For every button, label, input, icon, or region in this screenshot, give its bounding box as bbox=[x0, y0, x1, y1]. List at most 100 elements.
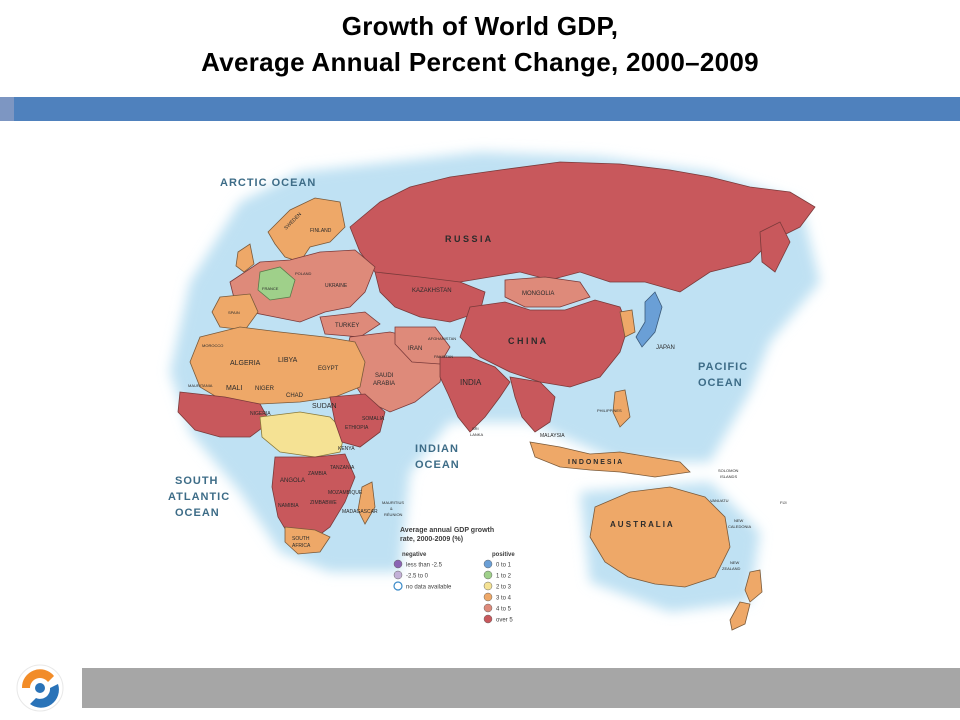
atlantic-ocean-label-1: SOUTH bbox=[175, 475, 219, 487]
sri-lanka-label-1: SRI bbox=[472, 426, 479, 431]
finland-label: FINLAND bbox=[310, 228, 332, 234]
korea-shape bbox=[619, 309, 636, 338]
north-africa-shape bbox=[189, 326, 366, 405]
legend-negative-swatch-2 bbox=[393, 581, 403, 591]
ethiopia-label: ETHIOPIA bbox=[345, 425, 369, 431]
iran-label: IRAN bbox=[408, 346, 422, 352]
title-line-2: Average Annual Percent Change, 2000–2009 bbox=[201, 47, 759, 77]
china-label: C H I N A bbox=[508, 336, 547, 346]
saudi-arabia-label-1: SAUDI bbox=[375, 373, 394, 379]
india-label: INDIA bbox=[460, 378, 482, 387]
new-zealand-shape bbox=[744, 569, 763, 603]
footer-bar bbox=[82, 668, 960, 708]
mongolia-label: MONGOLIA bbox=[522, 291, 554, 297]
saudi-arabia-label-2: ARABIA bbox=[373, 381, 395, 387]
sudan-label: SUDAN bbox=[312, 403, 337, 410]
atlantic-ocean-label-2: ATLANTIC bbox=[168, 491, 230, 503]
china-shape bbox=[459, 299, 629, 388]
west-africa-shape bbox=[177, 391, 271, 438]
western-europe-shape bbox=[257, 266, 296, 301]
legend-positive-heading: positive bbox=[492, 552, 515, 558]
russia-label: R U S S I A bbox=[445, 234, 492, 244]
publisher-logo-icon bbox=[16, 664, 64, 712]
kazakhstan-label: KAZAKHSTAN bbox=[412, 288, 452, 294]
world-gdp-growth-map: ARCTIC OCEAN PACIFIC OCEAN INDIAN OCEAN … bbox=[168, 152, 820, 631]
mauritania-label: MAURITANIA bbox=[188, 383, 213, 388]
mali-label: MALI bbox=[226, 385, 242, 392]
legend-positive-label-0: 0 to 1 bbox=[496, 563, 512, 569]
legend-negative-label-2: no data available bbox=[406, 585, 452, 591]
new-caledonia-label-1: NEW bbox=[734, 518, 744, 523]
arctic-ocean-label: ARCTIC OCEAN bbox=[220, 177, 316, 189]
legend-negative-swatch-0 bbox=[393, 559, 403, 569]
legend-positive-label-3: 3 to 4 bbox=[496, 596, 512, 602]
turkey-shape bbox=[319, 311, 381, 338]
australia-label: A U S T R A L I A bbox=[610, 520, 673, 529]
legend-positive-swatch-5 bbox=[483, 614, 493, 624]
morocco-label: MOROCCO bbox=[202, 343, 223, 348]
niger-label: NIGER bbox=[255, 386, 275, 392]
legend-positive-swatch-3 bbox=[483, 592, 493, 602]
namibia-label: NAMIBIA bbox=[278, 503, 299, 509]
somalia-label: SOMALIA bbox=[362, 416, 385, 422]
kenya-label: KENYA bbox=[338, 446, 355, 452]
southern-africa-shape bbox=[271, 453, 356, 543]
france-label: FRANCE bbox=[262, 286, 279, 291]
new-zealand-south-shape bbox=[729, 601, 751, 631]
japan-label: JAPAN bbox=[656, 345, 675, 351]
mozambique-label: MOZAMBIQUE bbox=[328, 490, 363, 496]
east-africa-shape bbox=[329, 393, 386, 448]
malaysia-label: MALAYSIA bbox=[540, 433, 565, 439]
legend-negative-label-0: less than -2.5 bbox=[406, 563, 443, 569]
title-line-1: Growth of World GDP, bbox=[341, 11, 619, 41]
ukraine-label: UKRAINE bbox=[325, 283, 348, 289]
kamchatka-shape bbox=[759, 221, 791, 273]
poland-label: POLAND bbox=[295, 271, 312, 276]
egypt-label: EGYPT bbox=[318, 366, 339, 372]
new-caledonia-label-2: CALEDONIA bbox=[728, 524, 751, 529]
indian-ocean-label-1: INDIAN bbox=[415, 443, 459, 455]
nigeria-label: NIGERIA bbox=[250, 411, 271, 417]
southeast-asia-shape bbox=[509, 376, 556, 433]
indonesia-shape bbox=[529, 441, 691, 478]
chad-label: CHAD bbox=[286, 393, 304, 399]
solomon-label-1: SOLOMON bbox=[718, 468, 739, 473]
legend-positive-swatch-0 bbox=[483, 559, 493, 569]
turkey-label: TURKEY bbox=[335, 323, 359, 329]
legend-negative-heading: negative bbox=[402, 552, 427, 558]
mongolia-shape bbox=[504, 276, 591, 308]
legend-negative-label-1: -2.5 to 0 bbox=[406, 574, 429, 580]
south-africa-label-1: SOUTH bbox=[292, 536, 310, 542]
slide-title: Growth of World GDP, Average Annual Perc… bbox=[0, 8, 960, 80]
tanzania-label: TANZANIA bbox=[330, 465, 355, 471]
libya-label: LIBYA bbox=[278, 357, 298, 364]
algeria-label: ALGERIA bbox=[230, 360, 261, 367]
legend-title-1: Average annual GDP growth bbox=[400, 527, 494, 534]
fiji-label: FIJI bbox=[780, 500, 787, 505]
atlantic-ocean-label-3: OCEAN bbox=[175, 507, 220, 519]
new-zealand-label-1: NEW bbox=[730, 560, 740, 565]
indonesia-label: I N D O N E S I A bbox=[568, 459, 622, 466]
legend-positive-swatch-4 bbox=[483, 603, 493, 613]
south-africa-shape bbox=[284, 526, 331, 555]
legend-positive-label-5: over 5 bbox=[496, 618, 513, 624]
vanuatu-label: VANUATU bbox=[710, 498, 729, 503]
sri-lanka-label-2: LANKA bbox=[470, 432, 483, 437]
legend-positive-swatch-2 bbox=[483, 581, 493, 591]
south-africa-label-2: AFRICA bbox=[292, 543, 311, 549]
legend-title-2: rate, 2000-2009 (%) bbox=[400, 536, 463, 543]
legend-positive-swatch-1 bbox=[483, 570, 493, 580]
pacific-ocean-label-1: PACIFIC bbox=[698, 361, 748, 373]
madagascar-shape bbox=[357, 481, 376, 525]
zambia-label: ZAMBIA bbox=[308, 471, 327, 477]
india-shape bbox=[439, 356, 511, 433]
legend-negative-swatch-1 bbox=[393, 570, 403, 580]
solomon-label-2: ISLANDS bbox=[720, 474, 737, 479]
angola-label: ANGOLA bbox=[280, 478, 305, 484]
afghanistan-label: AFGHANISTAN bbox=[428, 336, 456, 341]
britain-shape bbox=[235, 243, 255, 273]
pakistan-label: PAKISTAN bbox=[434, 354, 453, 359]
new-zealand-label-2: ZEALAND bbox=[722, 566, 741, 571]
scandinavia-shape bbox=[267, 197, 346, 263]
legend-positive-label-2: 2 to 3 bbox=[496, 585, 512, 591]
